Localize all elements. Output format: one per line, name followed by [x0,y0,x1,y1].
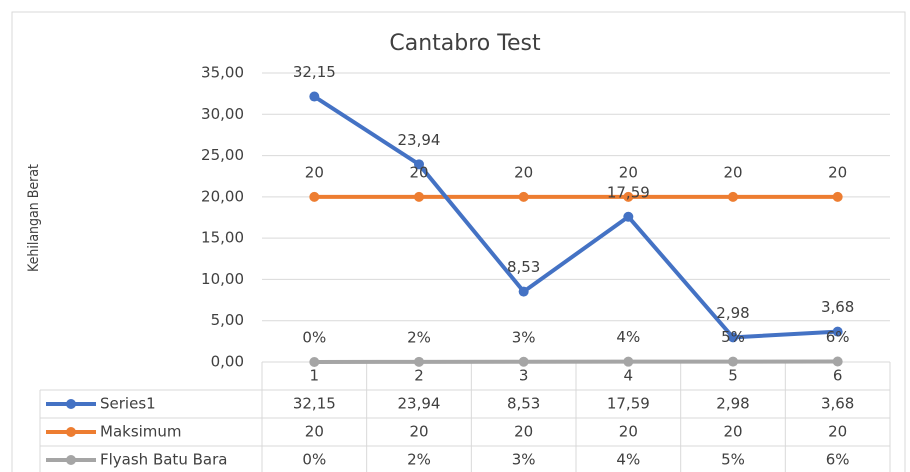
marker [414,356,424,367]
marker [728,356,738,367]
legend-label: Flyash Batu Bara [100,451,227,469]
table-cell: 3,68 [821,395,854,413]
table-cell: 20 [409,423,428,441]
marker [832,356,843,367]
table-cell: 20 [619,423,638,441]
y-tick-label: 15,00 [201,229,244,247]
table-cell: 2,98 [716,395,749,413]
y-tick-label: 35,00 [201,64,244,82]
legend-marker [66,455,76,465]
data-label: 0% [302,329,326,347]
table-cell: 20 [723,423,742,441]
marker [832,326,843,337]
legend-label: Maksimum [100,423,182,441]
table-cell: 2% [407,451,431,469]
table-cell: 20 [514,423,533,441]
table-cell: 32,15 [293,395,336,413]
table-cell: 6% [826,451,850,469]
table-cell: 20 [305,423,324,441]
series-line [313,94,838,340]
data-label: 20 [305,163,324,181]
marker [623,356,634,367]
x-tick-label: 5 [728,367,738,385]
data-label: 20 [723,163,742,181]
x-tick-label: 1 [310,367,320,385]
data-label: 2% [407,328,431,346]
y-tick-label: 5,00 [211,311,244,329]
table-cell: 23,94 [398,395,441,413]
y-tick-label: 20,00 [201,187,244,205]
data-label: 8,53 [507,258,540,276]
data-label: 6% [826,328,850,346]
marker [518,286,529,297]
marker [728,191,738,202]
table-cell: 20 [828,423,847,441]
data-label: 5% [721,328,745,346]
data-label: 32,15 [293,63,336,81]
marker [309,191,320,202]
x-tick-label: 6 [833,367,843,385]
marker [414,159,424,170]
marker [832,191,843,202]
data-label: 20 [619,163,638,181]
data-label: 4% [616,328,640,346]
data-label: 17,59 [607,183,650,201]
data-label: 20 [828,163,847,181]
data-label: 3,68 [821,298,854,316]
y-tick-label: 25,00 [201,146,244,164]
y-axis-title: Kehilangan Berat [26,164,42,272]
legend-marker [66,399,76,409]
table-cell: 0% [302,451,326,469]
legend-label: Series1 [100,395,156,413]
data-label: 23,94 [398,131,441,149]
marker [518,356,529,367]
marker [728,332,738,343]
legend-marker [66,427,76,437]
table-cell: 5% [721,451,745,469]
marker [623,211,634,222]
marker [414,191,424,202]
x-tick-label: 2 [414,367,424,385]
table-cell: 17,59 [607,395,650,413]
data-label: 3% [512,328,536,346]
x-tick-label: 3 [519,367,529,385]
x-tick-label: 4 [624,367,634,385]
y-tick-label: 0,00 [211,353,244,371]
marker [518,191,529,202]
table-cell: 3% [512,451,536,469]
y-tick-label: 30,00 [201,105,244,123]
table-cell: 4% [616,451,640,469]
data-label: 20 [514,163,533,181]
chart-border [11,11,906,472]
marker [309,357,320,367]
data-label: 2,98 [716,304,749,322]
table-cell: 8,53 [507,395,540,413]
data-label: 20 [409,163,428,181]
y-tick-label: 10,00 [201,270,244,288]
chart-title: Cantabro Test [389,31,541,56]
marker [309,91,320,102]
marker [623,191,634,202]
